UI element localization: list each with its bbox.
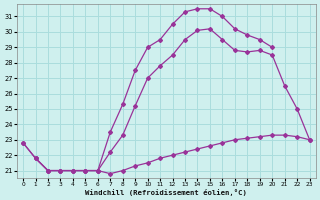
X-axis label: Windchill (Refroidissement éolien,°C): Windchill (Refroidissement éolien,°C)	[85, 189, 247, 196]
